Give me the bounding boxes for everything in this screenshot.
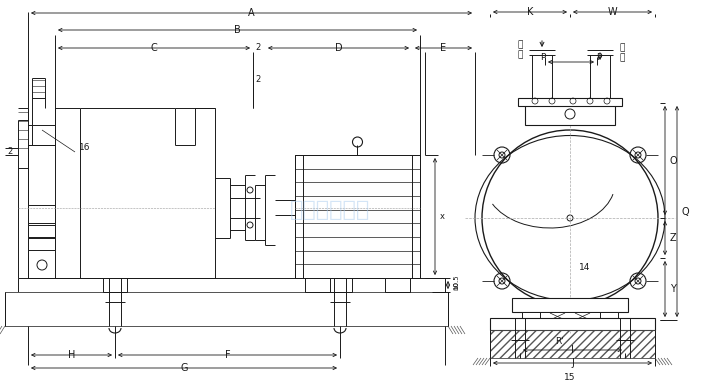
Bar xyxy=(5,292,448,326)
Text: F: F xyxy=(225,350,231,360)
Text: H: H xyxy=(68,350,75,360)
Text: 出: 出 xyxy=(518,41,523,49)
Text: E: E xyxy=(440,43,447,53)
Text: 2: 2 xyxy=(255,76,260,85)
Bar xyxy=(28,205,55,223)
Text: K: K xyxy=(527,7,533,17)
Text: 10: 10 xyxy=(453,281,459,291)
Bar xyxy=(305,278,330,292)
Circle shape xyxy=(567,215,573,221)
Text: P: P xyxy=(540,52,546,61)
Text: x: x xyxy=(439,212,444,221)
Bar xyxy=(525,103,615,125)
Bar xyxy=(522,312,618,320)
Text: R': R' xyxy=(555,337,564,347)
Text: O: O xyxy=(669,156,677,166)
Text: 14: 14 xyxy=(579,264,591,273)
Text: P: P xyxy=(596,52,602,61)
Text: 仙鑫源佳泵阀: 仙鑫源佳泵阀 xyxy=(290,200,370,220)
Text: J: J xyxy=(571,358,574,368)
Bar xyxy=(28,225,55,237)
Text: 2: 2 xyxy=(7,147,12,156)
Text: Y: Y xyxy=(670,284,676,294)
Text: 15: 15 xyxy=(564,374,576,383)
Text: 2: 2 xyxy=(255,44,260,52)
Text: G: G xyxy=(181,363,188,373)
Text: n0.5: n0.5 xyxy=(453,274,459,290)
Bar xyxy=(5,292,448,326)
Text: I: I xyxy=(571,345,574,355)
Text: 口: 口 xyxy=(518,51,523,59)
Bar xyxy=(512,298,628,312)
Bar xyxy=(295,155,420,278)
Bar xyxy=(490,318,655,330)
Bar xyxy=(28,238,55,250)
Text: D: D xyxy=(335,43,342,53)
Text: B: B xyxy=(234,25,241,35)
Text: C: C xyxy=(151,43,157,53)
Bar xyxy=(490,330,655,358)
Text: 16: 16 xyxy=(79,144,91,152)
Text: W: W xyxy=(608,7,617,17)
Bar xyxy=(518,98,622,106)
Bar xyxy=(490,330,655,358)
Text: A: A xyxy=(248,8,254,18)
Text: 口: 口 xyxy=(619,54,625,63)
Bar xyxy=(385,278,410,292)
Text: 进: 进 xyxy=(619,44,625,52)
Text: Z: Z xyxy=(670,233,676,243)
Text: Q: Q xyxy=(682,207,689,217)
